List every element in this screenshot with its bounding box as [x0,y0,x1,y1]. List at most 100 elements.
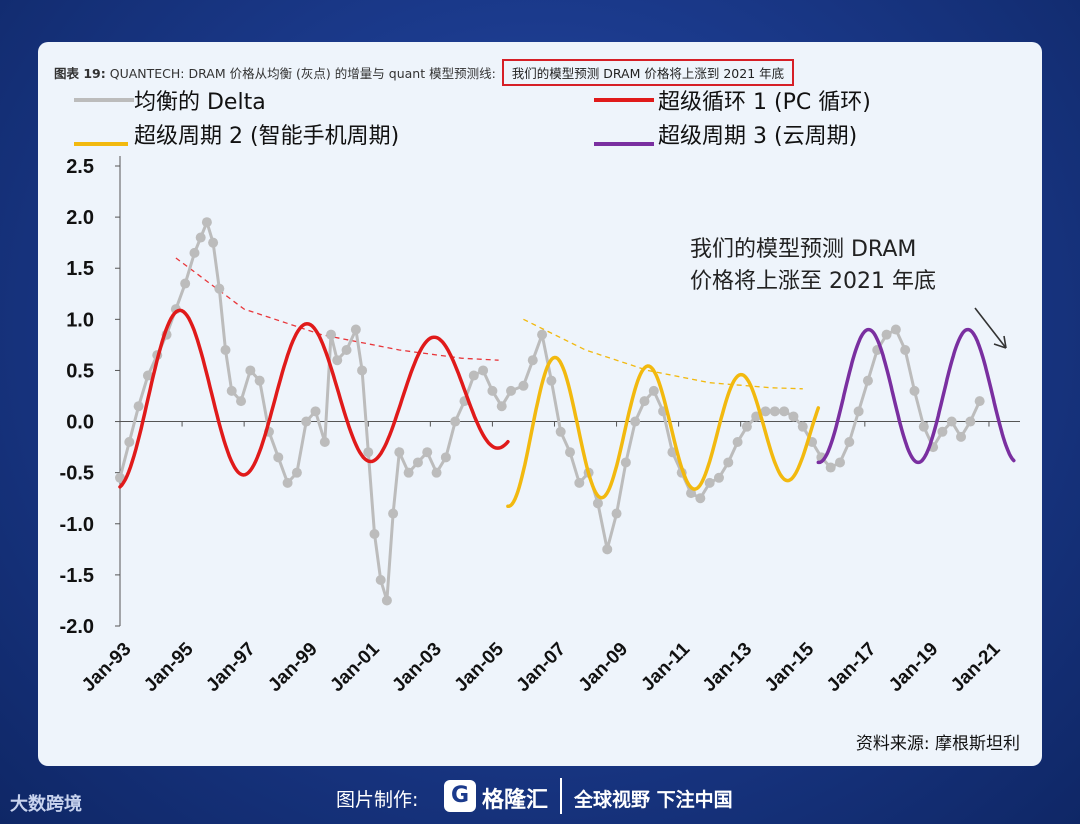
delta-point [341,345,352,355]
delta-point [695,493,706,504]
delta-point [844,437,855,447]
delta-point [956,431,967,442]
delta-point [350,324,361,335]
delta-point [506,385,517,396]
delta-point [245,365,256,376]
delta-point [403,467,414,478]
footer-slogan: 全球视野 下注中国 [574,789,733,811]
corner-watermark: 大数跨境 [10,794,82,815]
delta-point [363,447,374,458]
cycle-line-1 [118,308,510,489]
x-tick-label: Jan-97 [202,639,259,696]
x-tick-label: Jan-19 [885,639,942,696]
y-tick-label: 2.5 [66,156,94,178]
delta-point [487,385,498,396]
delta-point [527,355,538,366]
x-tick-label: Jan-11 [637,638,694,695]
delta-point [769,406,780,417]
delta-point [862,375,873,386]
delta-point [412,457,423,468]
footer-divider [560,778,562,814]
delta-point [890,324,901,335]
x-tick-label: Jan-17 [823,639,880,696]
figure-title-prefix: 图表 19: [54,66,106,81]
delta-point [565,447,575,458]
delta-point [375,575,386,585]
footer-made-by: 图片制作: [336,789,419,811]
delta-point [478,365,489,376]
y-tick-label: 1.5 [66,258,94,280]
legend-swatch-cycle1 [594,98,654,102]
delta-point [332,355,343,366]
delta-point [450,416,461,427]
delta-point [180,278,191,289]
delta-point [853,406,864,417]
cycle-line-3 [816,327,1016,465]
cycle-line-2 [506,355,821,509]
legend-label-delta: 均衡的 Delta [134,90,266,115]
delta-point [518,380,529,391]
delta-point [208,237,219,248]
delta-point [254,375,265,386]
delta-point [546,375,557,386]
delta-point [788,411,799,422]
delta-point [291,467,302,478]
brand-logo-icon: G [444,780,476,812]
delta-point [214,283,225,294]
delta-point [909,385,920,396]
delta-point [468,370,479,381]
delta-point [713,472,724,483]
delta-point [431,467,442,478]
delta-point [741,421,752,432]
annotation-text: 我们的模型预测 DRAM [690,237,916,262]
delta-point [422,447,433,458]
delta-point [732,437,743,447]
x-tick-label: Jan-15 [761,638,819,696]
delta-point [723,457,734,468]
y-tick-label: -1.5 [60,565,94,587]
chart-card: 图表 19: QUANTECH: DRAM 价格从均衡 (灰点) 的增量与 qu… [38,42,1042,766]
delta-point [220,345,231,355]
delta-point [282,477,293,488]
x-tick-label: Jan-05 [451,638,509,696]
x-tick-label: Jan-93 [78,639,135,696]
delta-point [704,477,715,488]
y-tick-label: -1.0 [60,514,94,536]
delta-point [273,452,284,463]
legend-label-cycle1: 超级循环 1 (PC 循环) [658,90,871,115]
delta-point [946,416,957,427]
footer-bar: 图片制作: G 格隆汇 全球视野 下注中国 [0,770,1080,824]
delta-point [388,508,399,519]
delta-point [381,595,392,606]
delta-point [357,365,368,376]
x-tick-label: Jan-03 [388,639,445,696]
delta-point [195,232,206,243]
figure-title-main: QUANTECH: DRAM 价格从均衡 (灰点) 的增量与 quant 模型预… [109,66,496,81]
delta-point [825,462,836,473]
annotation-arrowhead [993,335,1007,349]
legend-label-cycle3: 超级周期 3 (云周期) [658,124,858,149]
delta-point [394,447,405,458]
delta-point [918,421,929,432]
annotation-arrow [974,307,1007,349]
y-tick-label: 2.0 [66,207,94,229]
delta-point [440,452,451,463]
delta-point [310,406,321,417]
delta-point [648,385,659,396]
legend-label-cycle2: 超级周期 2 (智能手机周期) [134,124,400,149]
delta-point [937,426,948,437]
delta-point [835,457,845,468]
trend-line-2 [523,318,803,390]
delta-point [124,437,135,447]
delta-point [537,329,548,340]
annotation-text: 价格将上涨至 2021 年底 [690,269,936,294]
delta-point [630,416,641,427]
delta-point [319,437,330,447]
delta-point [900,345,911,355]
delta-point [974,396,985,407]
y-tick-label: -0.5 [60,463,94,485]
y-tick-label: 1.0 [66,309,94,331]
delta-point [201,217,212,228]
figure-title: 图表 19: QUANTECH: DRAM 价格从均衡 (灰点) 的增量与 qu… [54,59,795,86]
delta-point [592,498,603,509]
